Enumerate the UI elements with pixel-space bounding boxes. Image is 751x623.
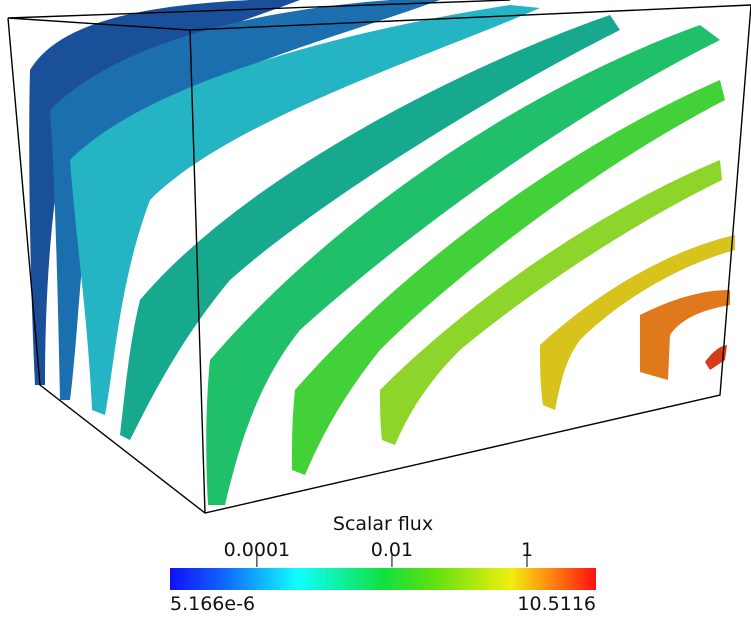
iso-surface xyxy=(540,235,735,410)
box-edges xyxy=(7,0,751,514)
legend-title: Scalar flux xyxy=(333,513,433,535)
iso-surface xyxy=(705,345,727,370)
iso-surface xyxy=(50,0,440,400)
tick-label: 0.0001 xyxy=(224,539,290,561)
color-bar xyxy=(170,568,596,590)
iso-surface xyxy=(640,290,730,380)
bounding-box xyxy=(7,0,751,514)
scene xyxy=(29,0,735,505)
range-max-label: 10.5116 xyxy=(517,593,596,615)
color-legend: Scalar flux 5.166e-6 10.5116 0.0001 0.01 1 xyxy=(170,513,596,615)
iso-surface xyxy=(70,5,540,415)
iso-surface xyxy=(292,80,725,475)
tick-label: 1 xyxy=(521,539,533,561)
iso-surface xyxy=(120,15,620,440)
range-min-label: 5.166e-6 xyxy=(170,593,255,615)
iso-surface xyxy=(206,25,720,505)
tick-label: 0.01 xyxy=(371,539,413,561)
iso-surface xyxy=(380,160,722,445)
